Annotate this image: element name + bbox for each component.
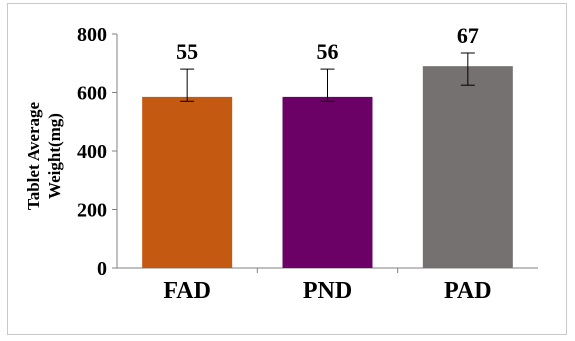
- bars: [142, 66, 513, 268]
- y-tick-label-400: 400: [77, 141, 107, 163]
- y-tick-label-200: 200: [77, 200, 107, 222]
- y-axis-title-line-2: Weight(mg): [45, 113, 64, 199]
- bar-pnd: [282, 96, 373, 268]
- y-tick-label-600: 600: [77, 83, 107, 105]
- y-axis-title: Tablet Average Weight(mg): [24, 101, 64, 210]
- y-tick-label-0: 0: [97, 258, 107, 280]
- x-tick-label-pnd: PND: [303, 278, 352, 304]
- data-label-pad: 67: [457, 23, 479, 48]
- y-axis-title-line-1: Tablet Average: [24, 101, 43, 210]
- x-tick-label-fad: FAD: [163, 278, 211, 304]
- x-tick-label-pad: PAD: [444, 278, 492, 304]
- data-label-fad: 55: [176, 39, 198, 64]
- labels: 55 FAD 56 PND 67 PAD: [163, 23, 491, 304]
- error-bars: [180, 52, 475, 102]
- bar-fad: [142, 96, 233, 268]
- bar-pad: [422, 66, 513, 268]
- y-tick-label-800: 800: [77, 24, 107, 46]
- data-label-pnd: 56: [317, 39, 339, 64]
